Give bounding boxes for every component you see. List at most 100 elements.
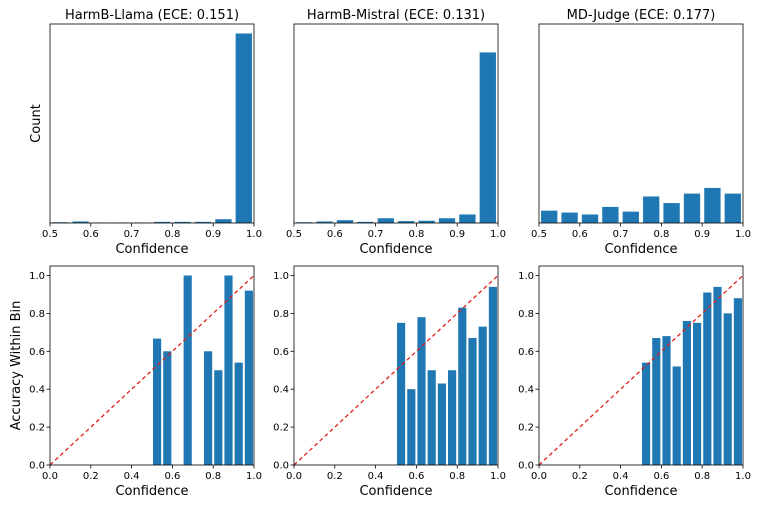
acc-mistral-bar-6 [458, 307, 467, 465]
acc-mistral-xtick-label-5: 1.0 [490, 471, 506, 482]
acc-mistral-xtick-label-2: 0.4 [368, 471, 384, 482]
acc-mdjudge-diagonal-line [538, 274, 744, 466]
count-llama-xlabel: Confidence [115, 242, 188, 257]
count-mdjudge-bar-5 [643, 196, 660, 223]
count-llama-axes: 0.5 0.6 0.7 0.8 0.9 1.0 HarmB-Llama (ECE: 0.15… [29, 8, 262, 257]
acc-mistral-bar-0 [397, 322, 406, 465]
acc-mistral-axes: 0.0 0.2 0.4 0.6 0.8 1.0 0.0 0.2 0.4 0.6 0.8 1.0 Conf… [273, 265, 506, 499]
count-llama-title: HarmB-Llama (ECE: 0.151) [65, 8, 239, 23]
acc-mistral-xtick-label-4: 0.8 [449, 471, 465, 482]
acc-mdjudge-bar-7 [713, 286, 722, 465]
acc-llama-bar-9 [244, 290, 253, 465]
acc-mdjudge-bar-3 [672, 366, 681, 465]
count-mdjudge-bar-2 [581, 214, 599, 223]
acc-mdjudge-bar-1 [652, 338, 661, 465]
acc-mistral-ytick-label-4: 0.8 [273, 309, 289, 320]
count-mdjudge-xtick-label-3: 0.8 [653, 229, 669, 240]
acc-mistral-ytick-label-0: 0.0 [273, 461, 289, 472]
acc-mistral-ytick-label-1: 0.2 [273, 423, 289, 434]
acc-mdjudge-frame [538, 265, 744, 466]
acc-mistral-bar-8 [478, 326, 487, 465]
acc-mistral-bar-3 [427, 370, 436, 465]
acc-llama-xtick-label-1: 0.2 [83, 471, 99, 482]
count-llama-bar-9 [235, 33, 252, 224]
acc-mdjudge-xtick-label-3: 0.6 [653, 471, 669, 482]
count-llama-bar-7 [194, 221, 212, 223]
count-mdjudge-xtick-label-1: 0.6 [572, 229, 588, 240]
acc-mistral-bar-4 [437, 383, 446, 465]
acc-llama-ytick-label-3: 0.6 [29, 347, 45, 358]
count-mistral-bar-5 [398, 221, 415, 223]
count-mdjudge-bar-9 [724, 193, 741, 223]
acc-mistral-bar-2 [417, 317, 426, 465]
count-mistral-bar-1 [316, 221, 333, 223]
count-mistral-xtick-label-5: 1.0 [490, 229, 506, 240]
count-mistral-bar-2 [336, 220, 354, 223]
count-llama-xtick-label-5: 1.0 [246, 229, 262, 240]
acc-llama-axes: 0.0 0.2 0.4 0.6 0.8 1.0 0.0 0.2 0.4 0.6 0.8 1.0 Conf… [9, 265, 262, 499]
count-mistral-xtick-label-2: 0.7 [368, 229, 384, 240]
acc-mistral-bar-1 [407, 389, 416, 465]
count-mdjudge-axes: 0.5 0.6 0.7 0.8 0.9 1.0 MD-Judge (ECE: 0.177) C… [531, 8, 751, 257]
acc-mistral-bar-5 [448, 370, 457, 465]
acc-mistral-xtick-label-1: 0.2 [327, 471, 343, 482]
acc-mdjudge-ytick-label-3: 0.6 [518, 347, 534, 358]
acc-llama-ytick-label-5: 1.0 [29, 271, 45, 282]
acc-mdjudge-bar-5 [693, 322, 702, 465]
count-mistral-axes: 0.5 0.6 0.7 0.8 0.9 1.0 HarmB-Mistral (ECE: 0.… [286, 8, 506, 257]
count-mistral-frame [293, 23, 499, 224]
acc-mistral-bar-9 [488, 286, 497, 465]
acc-llama-xtick-label-5: 1.0 [246, 471, 262, 482]
count-mdjudge-xtick-label-2: 0.7 [613, 229, 629, 240]
acc-mdjudge-ytick-label-0: 0.0 [518, 461, 534, 472]
acc-llama-xtick-label-4: 0.8 [205, 471, 221, 482]
count-mdjudge-xtick-label-0: 0.5 [531, 229, 547, 240]
count-llama-bar-5 [154, 221, 171, 223]
count-mistral-xtick-label-4: 0.9 [449, 229, 465, 240]
acc-llama-frame [49, 265, 255, 466]
acc-llama-ytick-label-2: 0.4 [29, 385, 45, 396]
count-mistral-bar-8 [459, 214, 476, 223]
acc-mdjudge-ytick-label-1: 0.2 [518, 423, 534, 434]
count-mistral-bar-6 [418, 220, 435, 223]
count-llama-bar-1 [72, 221, 89, 223]
acc-mdjudge-axes: 0.0 0.2 0.4 0.6 0.8 1.0 0.0 0.2 0.4 0.6 0.8 1.0 Conf… [518, 265, 751, 499]
count-llama-ylabel: Count [29, 104, 44, 143]
count-llama-xtick-label-0: 0.5 [42, 229, 58, 240]
acc-llama-xtick-label-0: 0.0 [42, 471, 58, 482]
acc-llama-diagonal-line [49, 274, 255, 466]
acc-llama-ytick-label-1: 0.2 [29, 423, 45, 434]
acc-llama-xlabel: Confidence [115, 484, 188, 499]
count-mdjudge-bar-0 [541, 210, 558, 223]
acc-mdjudge-bar-6 [703, 292, 712, 465]
count-mistral-bar-7 [438, 218, 456, 223]
acc-mistral-diagonal-line [293, 274, 499, 466]
acc-mdjudge-xtick-label-1: 0.2 [572, 471, 588, 482]
acc-llama-ylabel: Accuracy Within Bin [9, 301, 24, 431]
count-llama-bar-6 [174, 221, 191, 223]
acc-mdjudge-ytick-label-4: 0.8 [518, 309, 534, 320]
count-mdjudge-title: MD-Judge (ECE: 0.177) [567, 8, 716, 23]
count-mistral-bar-3 [357, 221, 374, 223]
count-mdjudge-bar-1 [561, 212, 578, 223]
count-mistral-xtick-label-1: 0.6 [327, 229, 343, 240]
count-mdjudge-xtick-label-5: 1.0 [735, 229, 751, 240]
acc-mdjudge-ytick-label-5: 1.0 [518, 271, 534, 282]
acc-mistral-ytick-label-2: 0.4 [273, 385, 289, 396]
acc-mistral-xtick-label-3: 0.6 [408, 471, 424, 482]
count-mdjudge-bar-6 [663, 203, 680, 223]
acc-mdjudge-bar-2 [662, 336, 671, 465]
count-llama-xtick-label-1: 0.6 [83, 229, 99, 240]
acc-mdjudge-xtick-label-5: 1.0 [735, 471, 751, 482]
count-llama-xtick-label-3: 0.8 [164, 229, 180, 240]
acc-mdjudge-bar-8 [723, 313, 732, 465]
count-llama-frame [49, 23, 255, 224]
count-llama-xtick-label-2: 0.7 [124, 229, 140, 240]
count-mistral-xlabel: Confidence [359, 242, 432, 257]
count-mdjudge-xtick-label-4: 0.9 [694, 229, 710, 240]
acc-mistral-frame [293, 265, 499, 466]
acc-mdjudge-bar-0 [642, 362, 651, 465]
acc-llama-bar-3 [183, 275, 192, 465]
count-mistral-title: HarmB-Mistral (ECE: 0.131) [307, 8, 485, 23]
